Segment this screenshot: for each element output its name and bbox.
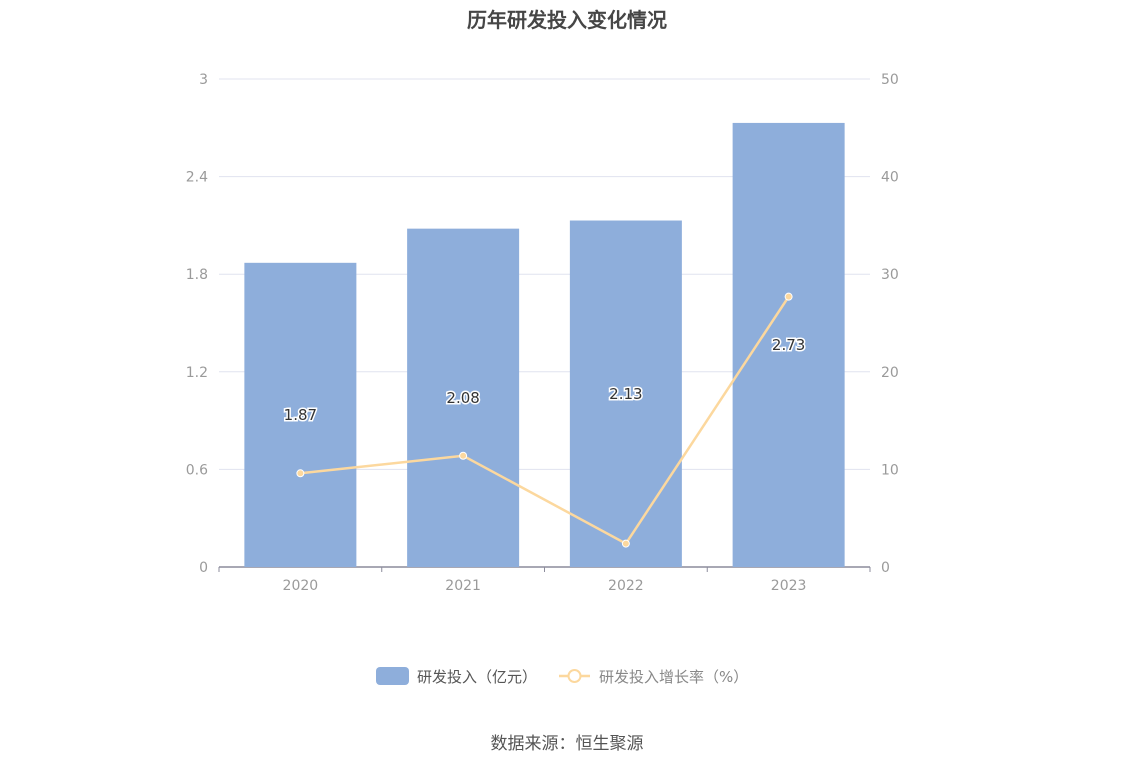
line-layer: [296, 292, 793, 548]
legend: 研发投入（亿元） 研发投入增长率（%）: [376, 667, 748, 686]
y-right-tick-label: 40: [881, 170, 899, 186]
y-left-tick-label: 2.4: [186, 170, 208, 186]
y-left-tick-label: 0: [199, 560, 208, 576]
label-layer: 1.87 2.08 2.13 2.73: [282, 334, 807, 425]
bar-data-label: 2.73: [772, 336, 805, 354]
legend-bar-label: 研发投入（亿元）: [417, 668, 537, 686]
y-left-tick-label: 3: [199, 72, 208, 88]
line-point: [459, 451, 468, 460]
y-right-tick-label: 50: [881, 72, 899, 88]
y-right-tick-label: 30: [881, 267, 899, 283]
legend-line-marker: [567, 669, 582, 683]
bar: [244, 262, 357, 567]
line-point: [621, 539, 630, 548]
bar-data-label: 2.13: [609, 385, 642, 403]
legend-bar-swatch: [376, 667, 409, 685]
bar-data-label: 1.87: [284, 406, 317, 424]
legend-line-label: 研发投入增长率（%）: [599, 668, 748, 686]
x-tick-label: 2023: [771, 578, 807, 594]
y-left-tick-label: 1.8: [186, 267, 208, 283]
growth-rate-line: [300, 295, 790, 546]
x-tick-label: 2020: [283, 578, 319, 594]
bar: [569, 220, 682, 567]
line-point: [296, 469, 305, 478]
y-left-tick-label: 1.2: [186, 365, 208, 381]
line-point: [784, 292, 793, 301]
y-left-tick-label: 0.6: [186, 462, 208, 478]
bar: [732, 122, 845, 568]
bar: [407, 228, 520, 568]
y-right-tick-label: 20: [881, 365, 899, 381]
source-note: 数据来源：恒生聚源: [490, 734, 644, 754]
y-right-tick-label: 0: [881, 560, 890, 576]
y-right-tick-label: 10: [881, 462, 899, 478]
bar-layer: [244, 122, 845, 568]
x-tick-label: 2021: [445, 578, 481, 594]
bar-data-label: 2.08: [446, 389, 479, 407]
chart-title: 历年研发投入变化情况: [467, 8, 667, 32]
x-tick-label: 2022: [608, 578, 644, 594]
